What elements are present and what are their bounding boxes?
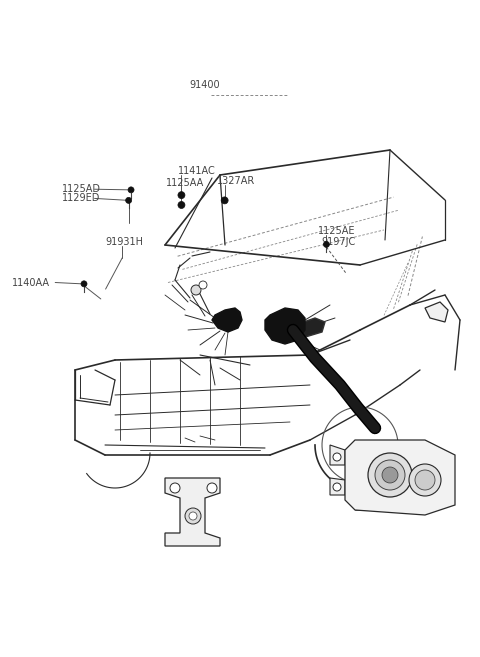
- Text: 1141AC: 1141AC: [178, 166, 216, 176]
- Text: 1129ED: 1129ED: [62, 193, 101, 204]
- Circle shape: [185, 508, 201, 524]
- Polygon shape: [330, 445, 345, 465]
- Circle shape: [191, 285, 201, 295]
- Circle shape: [375, 460, 405, 490]
- Polygon shape: [265, 308, 305, 344]
- Polygon shape: [425, 302, 448, 322]
- Circle shape: [333, 483, 341, 491]
- Circle shape: [81, 281, 87, 287]
- Polygon shape: [295, 318, 325, 338]
- Polygon shape: [330, 478, 345, 495]
- Circle shape: [207, 483, 217, 493]
- Circle shape: [199, 281, 207, 289]
- Circle shape: [178, 202, 185, 208]
- Polygon shape: [345, 440, 455, 515]
- Text: 1327AR: 1327AR: [217, 175, 256, 186]
- Circle shape: [189, 512, 197, 520]
- Circle shape: [324, 241, 329, 248]
- Circle shape: [382, 467, 398, 483]
- Circle shape: [128, 187, 134, 193]
- Text: 91931H: 91931H: [106, 237, 144, 247]
- Circle shape: [126, 197, 132, 204]
- Circle shape: [409, 464, 441, 496]
- Circle shape: [333, 453, 341, 461]
- Text: 1125AE: 1125AE: [318, 226, 356, 237]
- Text: 1125AA: 1125AA: [166, 177, 204, 188]
- Circle shape: [221, 197, 228, 204]
- Polygon shape: [212, 308, 242, 332]
- Text: 1140AA: 1140AA: [12, 277, 50, 288]
- Text: 91400: 91400: [190, 80, 220, 91]
- Circle shape: [170, 483, 180, 493]
- Text: 1125AD: 1125AD: [62, 184, 101, 194]
- Circle shape: [178, 192, 185, 198]
- Text: 9197JC: 9197JC: [322, 237, 356, 247]
- Circle shape: [415, 470, 435, 490]
- Polygon shape: [165, 478, 220, 546]
- Circle shape: [368, 453, 412, 497]
